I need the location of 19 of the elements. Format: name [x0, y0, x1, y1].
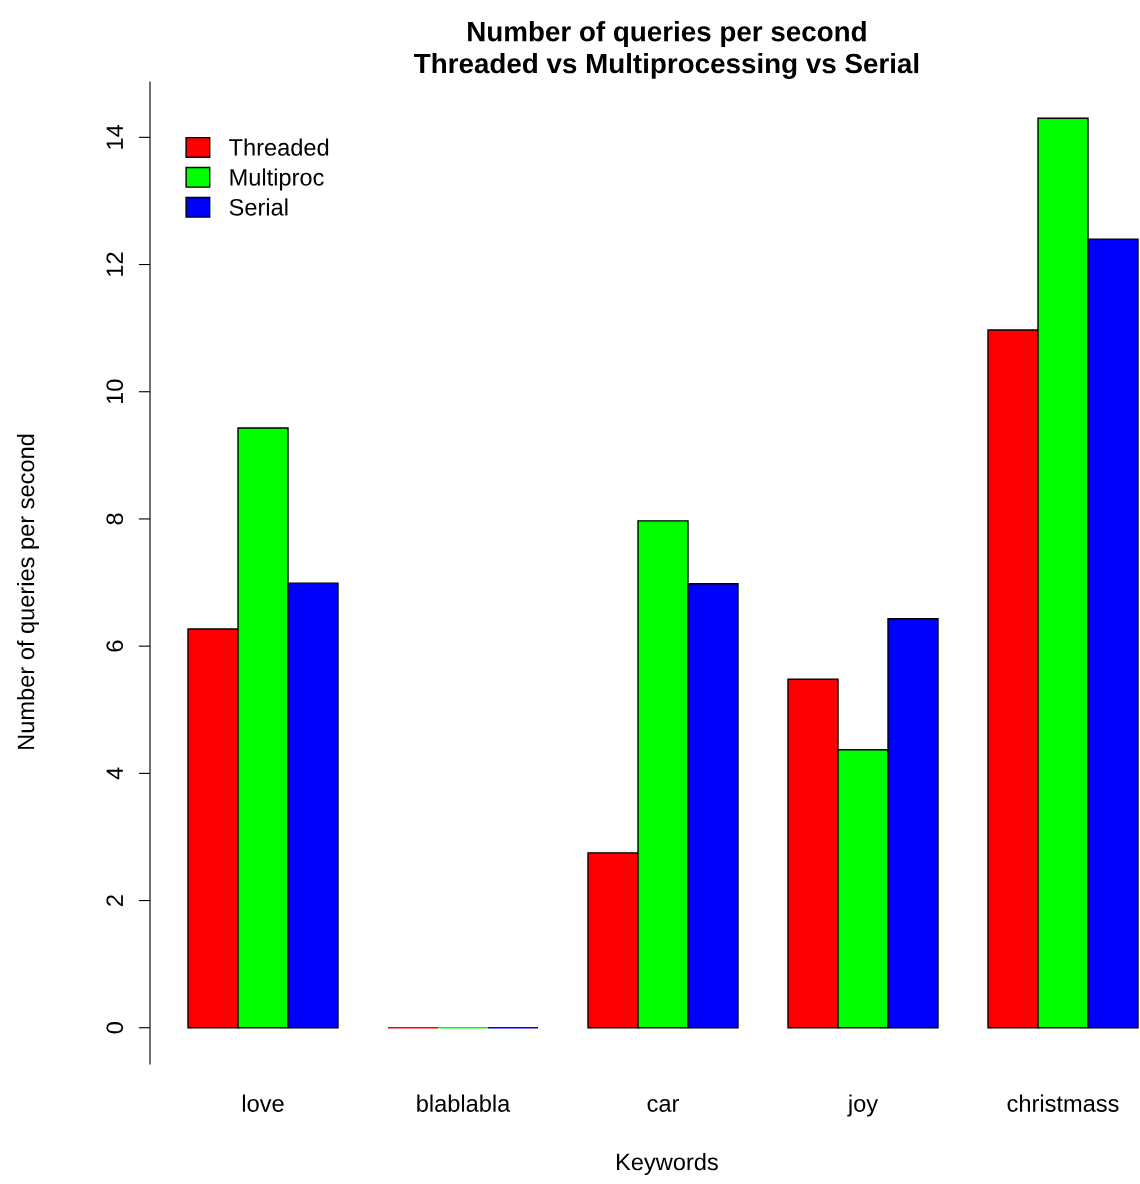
- legend-label: Multiproc: [230, 168, 324, 191]
- legend-label: Serial: [229, 198, 288, 216]
- y-tick-label: 6: [106, 640, 124, 652]
- x-axis-title: Keywords: [617, 1152, 718, 1176]
- y-tick-label: 2: [106, 895, 123, 906]
- y-tick-label: 10: [106, 379, 124, 404]
- x-tick-label: car: [647, 1098, 680, 1112]
- y-tick-label: 8: [106, 513, 124, 525]
- x-tick-label: joy: [847, 1094, 879, 1117]
- y-tick-label: 12: [106, 252, 123, 276]
- chart-title: Number of queries per second Threaded vs Multiprocessing vs Serial: [414, 21, 919, 79]
- x-tick-label: blablabla: [417, 1094, 511, 1112]
- y-tick-label: 0: [106, 1022, 124, 1034]
- x-tick-label: christmass: [1007, 1094, 1119, 1112]
- legend-label: Threaded: [229, 138, 329, 156]
- y-tick-label: 14: [106, 124, 123, 149]
- y-axis-title: Number of queries per second: [17, 434, 39, 749]
- y-tick-label: 4: [106, 767, 123, 780]
- x-tick-label: love: [242, 1094, 284, 1112]
